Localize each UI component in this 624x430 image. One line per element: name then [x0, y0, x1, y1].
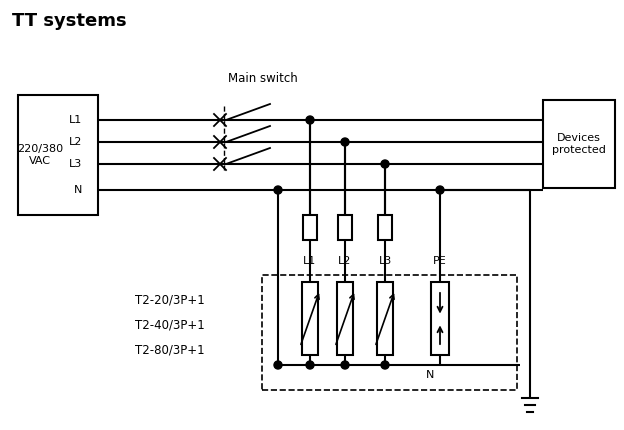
Circle shape — [306, 116, 314, 124]
Text: L1: L1 — [303, 256, 316, 266]
Bar — [337, 282, 353, 355]
Text: 220/380
VAC: 220/380 VAC — [17, 144, 63, 166]
Text: Devices
protected: Devices protected — [552, 133, 606, 155]
Text: L3: L3 — [378, 256, 392, 266]
Text: Main switch: Main switch — [228, 72, 298, 85]
Text: PE: PE — [433, 256, 447, 266]
Circle shape — [306, 361, 314, 369]
Text: L2: L2 — [338, 256, 352, 266]
Circle shape — [381, 160, 389, 168]
Text: T2-80/3P+1: T2-80/3P+1 — [135, 344, 205, 356]
Bar — [377, 282, 393, 355]
Text: L1: L1 — [69, 115, 82, 125]
Text: N: N — [426, 370, 434, 380]
Text: L3: L3 — [69, 159, 82, 169]
Bar — [378, 215, 392, 240]
Bar — [18, 95, 98, 215]
Circle shape — [274, 361, 282, 369]
Text: N: N — [74, 185, 82, 195]
Bar — [262, 275, 517, 390]
Text: L2: L2 — [69, 137, 82, 147]
Bar — [302, 282, 318, 355]
Bar — [431, 282, 449, 355]
Text: TT systems: TT systems — [12, 12, 127, 30]
Bar — [338, 215, 352, 240]
Bar — [543, 100, 615, 188]
Circle shape — [341, 361, 349, 369]
Circle shape — [436, 186, 444, 194]
Text: T2-20/3P+1: T2-20/3P+1 — [135, 294, 205, 307]
Circle shape — [274, 186, 282, 194]
Bar — [303, 215, 317, 240]
Circle shape — [381, 361, 389, 369]
Text: T2-40/3P+1: T2-40/3P+1 — [135, 319, 205, 332]
Circle shape — [341, 138, 349, 146]
